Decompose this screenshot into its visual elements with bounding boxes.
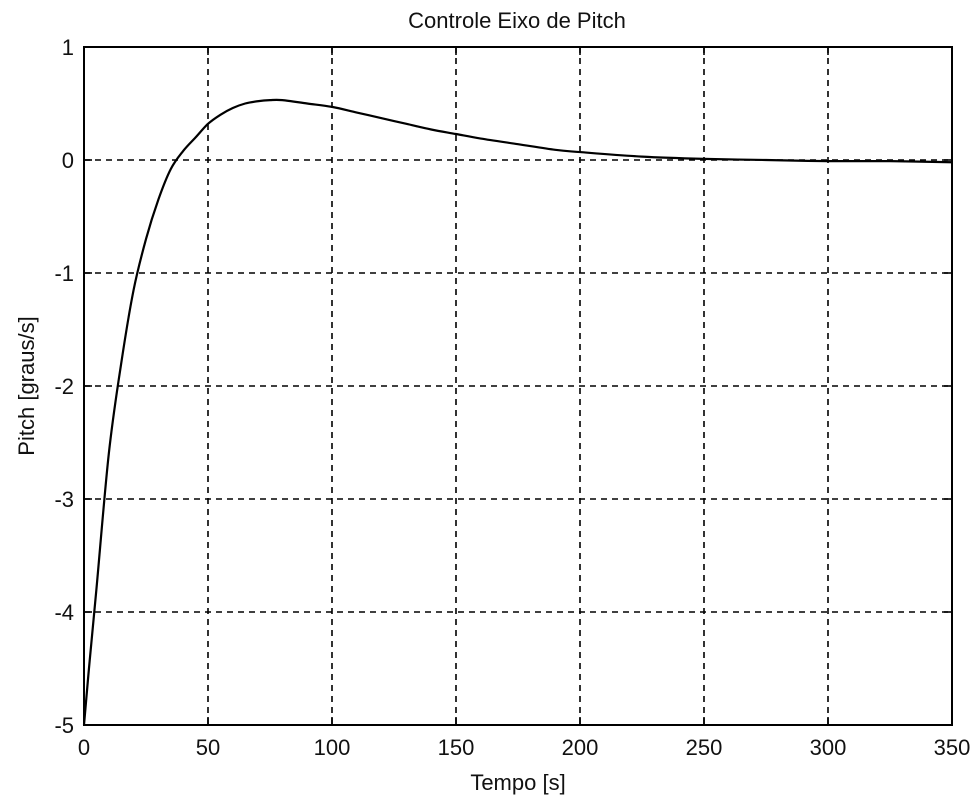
y-tick-label: -2 bbox=[54, 374, 74, 399]
series-line bbox=[82, 98, 953, 726]
y-tick-label: 0 bbox=[62, 148, 74, 173]
x-tick-label: 250 bbox=[686, 735, 723, 760]
axis-ticks bbox=[83, 46, 953, 726]
y-axis-label: Pitch [graus/s] bbox=[14, 316, 39, 455]
x-tick-label: 350 bbox=[934, 735, 971, 760]
x-tick-labels: 0 50 100 150 200 250 300 350 bbox=[78, 735, 970, 760]
x-tick-label: 50 bbox=[196, 735, 220, 760]
grid-lines bbox=[84, 47, 952, 725]
y-tick-label: -4 bbox=[54, 600, 74, 625]
y-tick-label: -1 bbox=[54, 261, 74, 286]
x-tick-label: 200 bbox=[562, 735, 599, 760]
x-tick-label: 300 bbox=[810, 735, 847, 760]
y-tick-labels: -5 -4 -3 -2 -1 0 1 bbox=[54, 35, 74, 738]
x-tick-label: 0 bbox=[78, 735, 90, 760]
x-tick-label: 100 bbox=[314, 735, 351, 760]
chart-title: Controle Eixo de Pitch bbox=[408, 8, 626, 33]
x-tick-label: 150 bbox=[438, 735, 475, 760]
x-axis-label: Tempo [s] bbox=[470, 770, 565, 795]
y-tick-label: -5 bbox=[54, 713, 74, 738]
y-tick-label: -3 bbox=[54, 487, 74, 512]
y-tick-label: 1 bbox=[62, 35, 74, 60]
